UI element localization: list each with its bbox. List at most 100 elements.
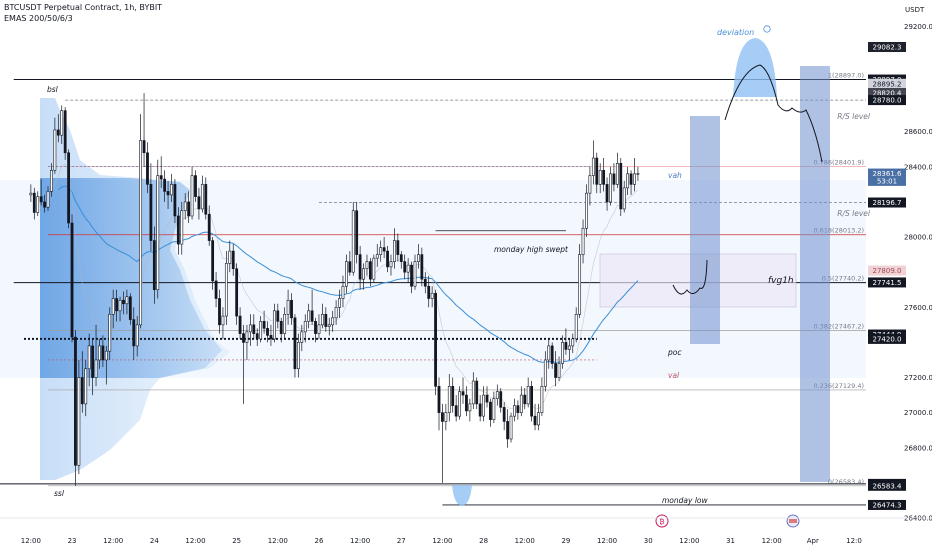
deviation-label: deviation xyxy=(717,28,754,37)
candle xyxy=(115,289,119,322)
candle xyxy=(351,201,355,276)
price-tag-9: 27741.5 xyxy=(873,279,902,287)
price-tag-5: 28361.6 xyxy=(873,170,902,178)
candle xyxy=(475,377,479,410)
candle xyxy=(46,186,50,211)
ema-line-faint xyxy=(44,163,639,410)
candle xyxy=(622,180,626,213)
volume-profile-value-area xyxy=(40,178,222,378)
candle xyxy=(612,163,616,192)
candle xyxy=(489,398,492,427)
time-axis[interactable]: 12:00 23 12:00 24 12:00 25 12:00 26 12:00 27 12:00… xyxy=(0,517,932,545)
candle xyxy=(492,391,496,424)
candle xyxy=(454,395,458,422)
candle xyxy=(458,386,461,420)
candle xyxy=(341,275,345,308)
candle xyxy=(252,314,256,339)
bsl-label: bsl xyxy=(47,85,59,94)
candle xyxy=(118,296,122,322)
candle xyxy=(152,226,156,304)
price-tag-11: 27420.0 xyxy=(873,335,902,343)
candle xyxy=(550,342,554,369)
time-tick-14: 12:00 xyxy=(597,537,617,545)
monday-low-label: monday low xyxy=(662,496,708,505)
candle xyxy=(519,386,523,417)
candle xyxy=(170,173,173,202)
candle xyxy=(530,381,534,422)
candle xyxy=(67,149,70,229)
candle xyxy=(238,307,242,339)
candle xyxy=(279,317,283,343)
candle xyxy=(410,261,413,294)
candle xyxy=(187,191,191,224)
candle xyxy=(283,307,287,339)
candle xyxy=(91,338,95,396)
candle xyxy=(132,307,136,360)
candle xyxy=(471,372,475,410)
candle xyxy=(636,166,640,181)
candle xyxy=(39,179,43,206)
candle xyxy=(591,140,595,185)
candle xyxy=(314,317,317,343)
candle xyxy=(218,289,221,334)
time-tick-18: 12:00 xyxy=(762,537,782,545)
time-tick-12: 12:00 xyxy=(515,537,535,545)
price-tag-bg-3 xyxy=(868,87,906,98)
candle xyxy=(417,244,420,269)
price-axis[interactable]: 29200.0 28600.0 28400.0 28000.0 27600.0 27200… xyxy=(868,23,932,523)
candle xyxy=(441,403,444,483)
price-tick-2: 28400.0 xyxy=(904,163,932,171)
candle xyxy=(293,314,297,378)
fib-label-2: 0.618(28013.2) xyxy=(813,227,864,235)
price-tag-7: 28196.7 xyxy=(873,199,902,207)
ssl-label: ssl xyxy=(54,489,65,498)
candle xyxy=(262,310,266,334)
vah-label: vah xyxy=(668,171,682,180)
candle xyxy=(221,307,225,339)
candle xyxy=(122,291,125,315)
time-tick-15: 30 xyxy=(644,537,653,545)
price-tag-0: 29082.3 xyxy=(873,44,902,52)
candle xyxy=(320,303,324,329)
price-tag-4: 28780.0 xyxy=(873,97,902,105)
candle xyxy=(547,338,551,369)
candle xyxy=(427,275,431,308)
candle xyxy=(502,402,506,431)
fib-label-0: 1(28897.0) xyxy=(828,72,864,80)
deviation-bulb-icon xyxy=(763,25,771,33)
candle xyxy=(629,170,633,195)
time-tick-10: 12:00 xyxy=(432,537,452,545)
time-tick-16: 12:00 xyxy=(679,537,699,545)
candle xyxy=(183,193,187,220)
candle xyxy=(334,300,338,325)
rs-level-label-2: R/S level xyxy=(837,209,871,218)
candle xyxy=(513,398,516,422)
candle xyxy=(444,403,448,431)
time-tick-13: 29 xyxy=(561,537,570,545)
candle xyxy=(399,251,403,269)
price-tag-bg-14 xyxy=(868,499,906,510)
price-tag-bg-11 xyxy=(868,333,906,344)
price-tag-14: 26474.3 xyxy=(873,501,902,509)
candle xyxy=(242,324,245,404)
price-tag-bg-13 xyxy=(868,480,906,491)
time-tick-2: 12:00 xyxy=(103,537,123,545)
flag-icon-stripes xyxy=(789,519,797,523)
candle xyxy=(526,377,530,408)
candle xyxy=(365,254,369,276)
candle xyxy=(43,194,46,213)
candle xyxy=(248,314,252,346)
monday-high-label: monday high swept xyxy=(494,245,569,254)
candle xyxy=(84,359,88,417)
rs-level-label-1: R/S level xyxy=(837,112,871,121)
candle xyxy=(139,114,143,329)
candle xyxy=(197,187,201,220)
fib-label-3: 0.5(27740.2) xyxy=(822,275,864,283)
candle xyxy=(149,163,153,252)
candle xyxy=(506,409,509,448)
candle xyxy=(447,374,451,422)
candle xyxy=(200,175,204,213)
candle xyxy=(420,247,424,287)
candle xyxy=(60,105,64,144)
